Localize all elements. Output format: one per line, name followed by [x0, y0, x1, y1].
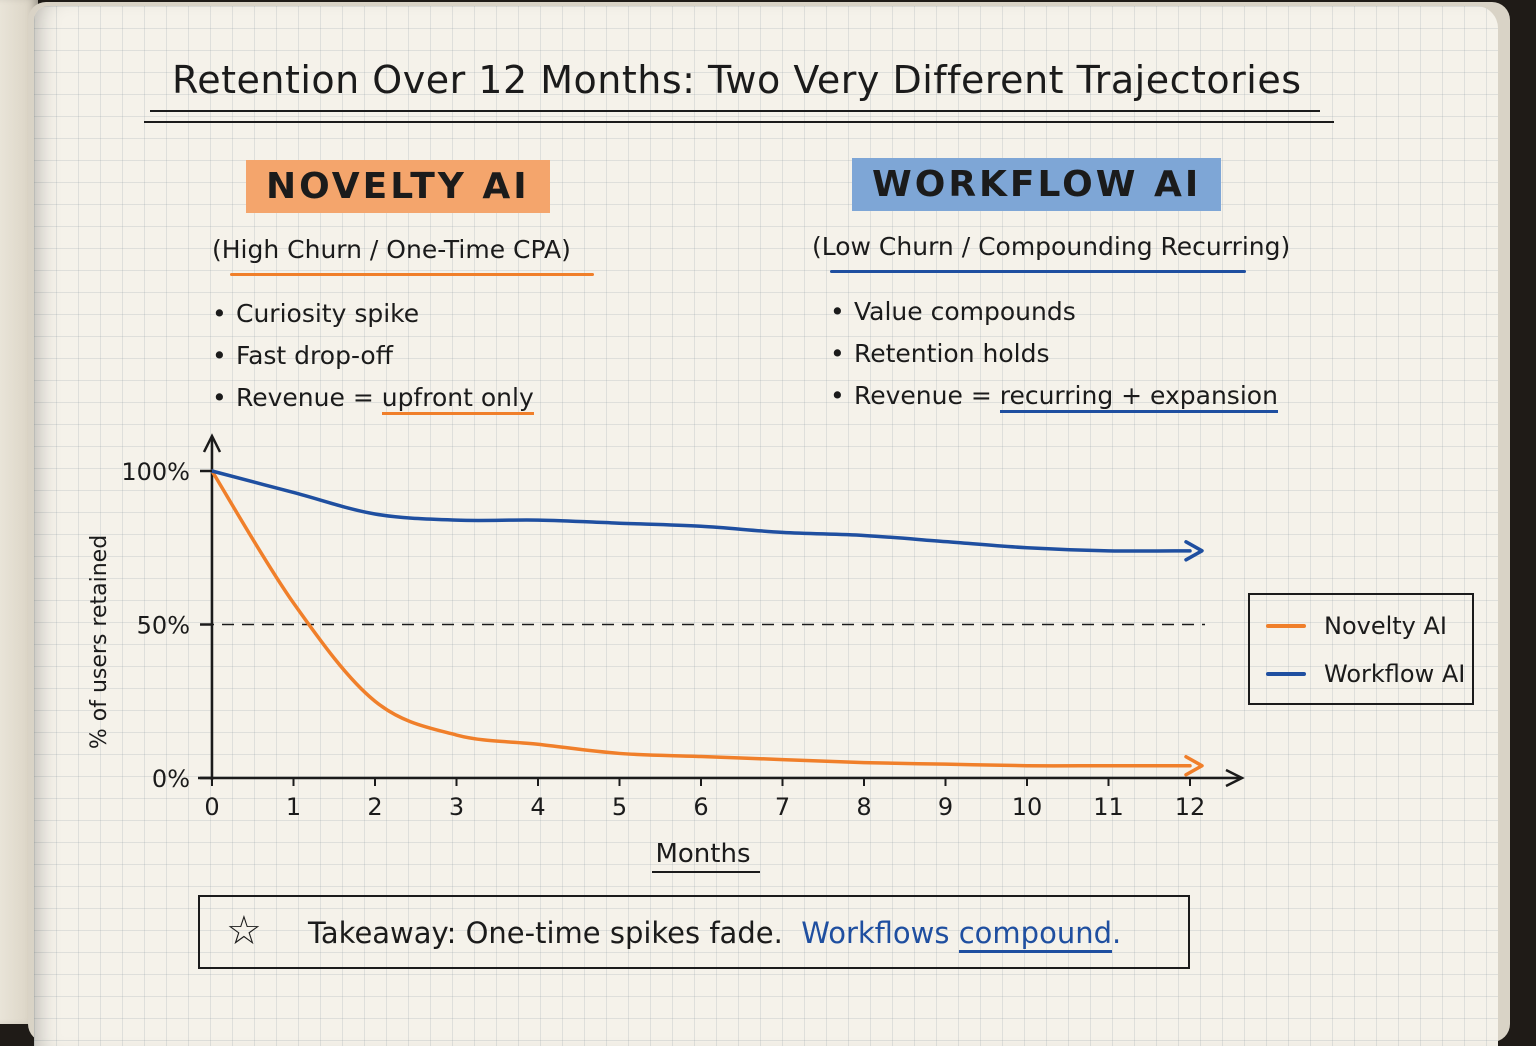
x-axis-label: Months: [655, 839, 750, 869]
x-tick-label: 4: [530, 793, 545, 821]
y-axis-label: % of users retained: [87, 535, 112, 749]
x-tick-label: 10: [1012, 793, 1043, 821]
workflow-ai-series-arrow: [1184, 540, 1204, 562]
y-axis-arrow: [202, 433, 222, 453]
workflow-bullet-list: Value compounds Retention holds Revenue …: [830, 291, 1278, 417]
takeaway-lead: Takeaway: One-time spikes fade.: [308, 916, 783, 950]
legend-swatch-workflow: [1266, 672, 1306, 676]
takeaway-box: ☆ Takeaway: One-time spikes fade. Workfl…: [198, 895, 1190, 969]
list-item: Value compounds: [830, 291, 1278, 333]
takeaway-blue-word: Workflows: [801, 916, 950, 950]
x-tick-label: 0: [204, 793, 219, 821]
x-axis-arrow: [1225, 768, 1245, 788]
x-tick-label: 5: [612, 793, 627, 821]
x-tick-label: 1: [286, 793, 301, 821]
y-tick-label: 0%: [152, 765, 190, 793]
x-tick-label: 12: [1175, 793, 1206, 821]
page-title: Retention Over 12 Months: Two Very Diffe…: [172, 58, 1302, 102]
y-tick-label: 100%: [121, 458, 190, 486]
x-tick-label: 7: [775, 793, 790, 821]
list-item: Revenue = upfront only: [212, 377, 534, 419]
legend-label-workflow: Workflow AI: [1324, 660, 1466, 688]
legend-item-novelty: Novelty AI: [1266, 611, 1447, 641]
y-tick-label: 50%: [137, 612, 190, 640]
novelty-subtitle-underline: [230, 273, 594, 276]
legend-label-novelty: Novelty AI: [1324, 612, 1448, 640]
takeaway-text: Takeaway: One-time spikes fade. Workflow…: [308, 916, 1122, 953]
x-tick-label: 8: [856, 793, 871, 821]
novelty-heading: NOVELTY AI: [246, 160, 550, 213]
workflow-heading: WORKFLOW AI: [852, 158, 1222, 211]
series-group: [210, 469, 1204, 777]
x-tick-label: 9: [938, 793, 953, 821]
workflow-subtitle: (Low Churn / Compounding Recurring): [812, 232, 1291, 261]
list-item: Retention holds: [830, 333, 1278, 375]
takeaway-emphasis: compound: [958, 916, 1112, 953]
x-tick-label: 11: [1093, 793, 1124, 821]
novelty-subtitle: (High Churn / One-Time CPA): [212, 235, 571, 264]
novelty-ai-series-line: [210, 469, 1192, 768]
workflow-revenue-emphasis: recurring + expansion: [999, 381, 1278, 413]
star-icon: ☆: [226, 908, 262, 954]
chart-axes: [198, 433, 1245, 788]
legend-swatch-novelty: [1266, 624, 1306, 628]
x-tick-label: 3: [449, 793, 464, 821]
chart-legend: Novelty AI Workflow AI: [1248, 593, 1474, 705]
list-item: Fast drop-off: [212, 335, 534, 377]
novelty-ai-series-arrow: [1184, 754, 1204, 777]
takeaway-end: .: [1112, 916, 1122, 950]
x-tick-label: 2: [367, 793, 382, 821]
title-underline-2: [144, 121, 1334, 123]
title-underline: [150, 110, 1320, 112]
workflow-ai-series-line: [210, 469, 1192, 553]
list-item: Curiosity spike: [212, 293, 534, 335]
legend-item-workflow: Workflow AI: [1266, 659, 1465, 689]
novelty-bullet-list: Curiosity spike Fast drop-off Revenue = …: [212, 293, 534, 419]
x-tick-label: 6: [693, 793, 708, 821]
list-item: Revenue = recurring + expansion: [830, 375, 1278, 417]
workflow-subtitle-underline: [830, 270, 1246, 273]
novelty-revenue-emphasis: upfront only: [381, 383, 534, 415]
